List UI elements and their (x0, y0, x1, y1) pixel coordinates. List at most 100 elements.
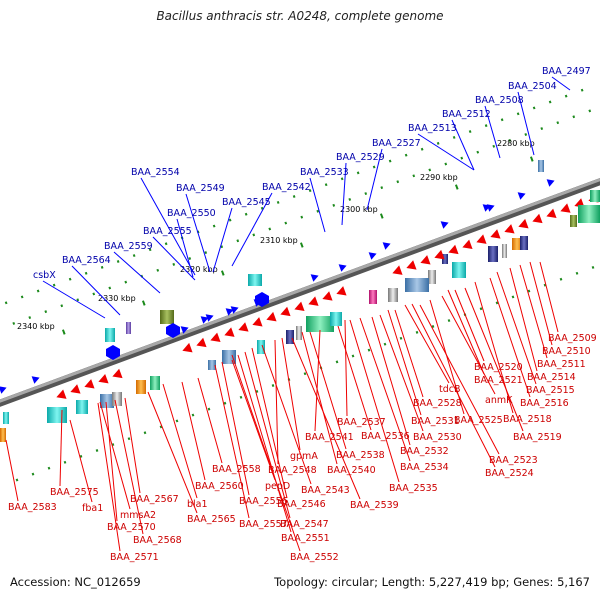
reverse-gene-label: BAA_2568 (133, 535, 182, 546)
reverse-gene-arrow (419, 255, 431, 267)
orf-dot (581, 89, 584, 92)
forward-gene-label: BAA_2513 (408, 123, 457, 134)
reverse-gene-arrow (265, 312, 277, 324)
forward-gene-arrow (547, 177, 556, 187)
orf-dot (476, 151, 479, 154)
reverse-gene-arrow (405, 260, 417, 272)
reverse-gene-leader (405, 305, 449, 383)
reverse-gene-label: BAA_2543 (301, 485, 350, 496)
orf-dot (96, 449, 99, 452)
reverse-gene-block (388, 288, 398, 302)
reverse-gene-label: BAA_2524 (485, 468, 534, 479)
reverse-gene-label: BAA_2565 (187, 514, 236, 525)
reverse-gene-arrow (489, 229, 501, 241)
reverse-gene-leader (540, 262, 558, 332)
orf-dot (448, 319, 451, 322)
reverse-gene-block (306, 316, 334, 332)
orf-dot (213, 225, 216, 228)
reverse-gene-arrow (391, 265, 403, 277)
orf-dot (92, 292, 95, 295)
orf-dot (272, 384, 275, 387)
forward-gene-label: BAA_2508 (475, 95, 524, 106)
reverse-gene-label: BAA_2515 (526, 385, 575, 396)
reverse-gene-block (286, 330, 294, 344)
reverse-gene-block (208, 360, 216, 370)
genome-summary-text: Topology: circular; Length: 5,227,419 bp… (274, 575, 590, 589)
forward-gene-arrow (369, 250, 378, 260)
reverse-gene-block (428, 270, 436, 284)
reverse-gene-leader (315, 330, 320, 431)
forward-gene-block (520, 236, 528, 250)
reverse-gene-leader (465, 288, 523, 431)
reverse-gene-leader (345, 320, 347, 416)
forward-gene-block (502, 244, 507, 258)
reverse-gene-arrow (321, 291, 333, 303)
ruler-tick (142, 300, 146, 305)
orf-dot (37, 290, 40, 293)
orf-dot (64, 461, 67, 464)
reverse-gene-label: anmK (485, 395, 513, 406)
orf-dot (592, 266, 595, 269)
forward-gene-arrow (441, 219, 450, 229)
reverse-gene-arrow (503, 224, 515, 236)
orf-dot (53, 284, 56, 287)
genome-map: 2280 kbp2290 kbp2300 kbp2310 kbp2320 kbp… (0, 0, 600, 600)
reverse-gene-label: BAA_2540 (327, 465, 376, 476)
ruler-label: 2280 kbp (497, 139, 535, 148)
orf-dot (565, 95, 568, 98)
reverse-gene-label: BAA_2519 (513, 432, 562, 443)
ruler-tick (300, 242, 304, 247)
orf-dot (16, 479, 19, 482)
reverse-gene-label: bla1 (187, 499, 208, 510)
reverse-gene-arrow (195, 338, 207, 350)
ruler-tick (62, 329, 66, 334)
orf-dot (60, 304, 63, 307)
reverse-gene-arrow (97, 374, 109, 386)
forward-gene-arrow (0, 384, 8, 394)
reverse-gene-block (296, 326, 302, 340)
forward-gene-leader (114, 252, 160, 293)
reverse-gene-label: BAA_2557 (239, 519, 288, 530)
reverse-gene-leader (198, 378, 222, 463)
orf-dot (44, 310, 47, 313)
reverse-gene-label: tdcB (439, 384, 461, 395)
reverse-gene-label: BAA_2535 (389, 483, 438, 494)
reverse-gene-block (330, 312, 342, 326)
ruler-label: 2290 kbp (420, 173, 458, 182)
orf-dot (485, 124, 488, 127)
orf-dot (348, 198, 351, 201)
reverse-gene-label: BAA_2552 (290, 552, 339, 563)
orf-dot (588, 109, 591, 112)
forward-gene-label: BAA_2554 (131, 167, 180, 178)
orf-dot (396, 180, 399, 183)
reverse-gene-label: BAA_2518 (503, 414, 552, 425)
reverse-gene-label: BAA_2570 (107, 522, 156, 533)
forward-gene-label: BAA_2564 (62, 255, 111, 266)
orf-dot (124, 281, 127, 284)
orf-dot (300, 216, 303, 219)
forward-gene-leader (72, 266, 120, 315)
ruler-tick (380, 213, 384, 218)
reverse-gene-arrow (335, 286, 347, 298)
reverse-gene-block (405, 278, 429, 292)
reverse-gene-label: BAA_2525 (454, 415, 503, 426)
reverse-gene-label: BAA_2548 (268, 465, 317, 476)
orf-dot (252, 233, 255, 236)
forward-gene-block (248, 274, 262, 286)
reverse-gene-label: BAA_2583 (8, 502, 57, 513)
reverse-gene-arrow (55, 389, 67, 401)
reverse-gene-leader (282, 338, 300, 450)
orf-dot (240, 396, 243, 399)
reverse-gene-label: BAA_2571 (110, 552, 159, 563)
reverse-gene-label: BAA_2575 (50, 487, 99, 498)
ruler-label: 2340 kbp (17, 322, 55, 331)
orf-dot (117, 260, 120, 263)
reverse-gene-arrow (251, 317, 263, 329)
forward-gene-label: BAA_2504 (508, 81, 557, 92)
orf-dot (5, 301, 8, 304)
orf-dot (560, 278, 563, 281)
reverse-gene-label: gpmA (290, 451, 318, 462)
reverse-gene-arrow (517, 219, 529, 231)
reverse-gene-leader (222, 362, 249, 495)
reverse-gene-label: BAA_2510 (542, 346, 591, 357)
